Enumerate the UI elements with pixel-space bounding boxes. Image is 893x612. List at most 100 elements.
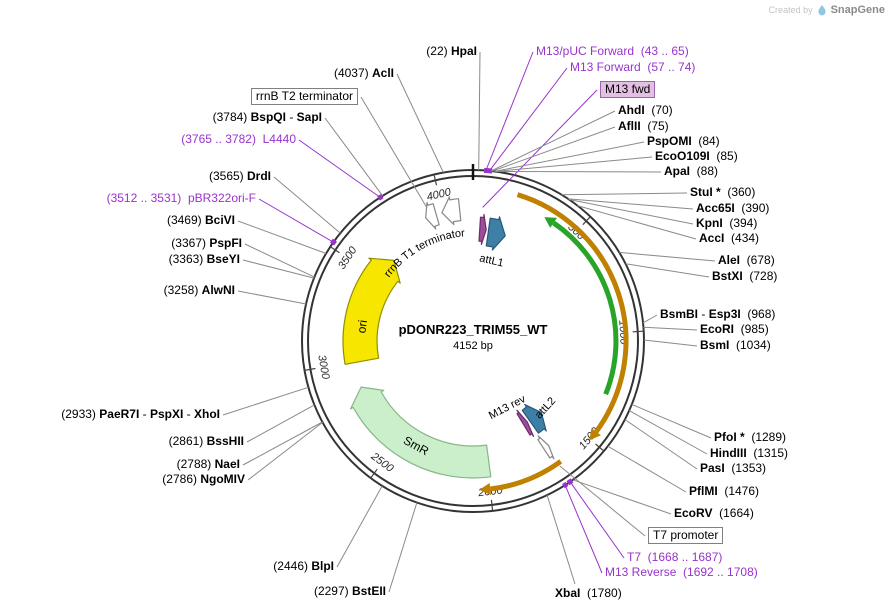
- callout-bsshii[interactable]: (2861) BssHII: [168, 434, 244, 448]
- feature-orf-bottom[interactable]: [490, 459, 563, 492]
- leader-bcivi: [237, 220, 327, 254]
- leader-rrnb-t2-terminator: [360, 96, 428, 208]
- callout-apai[interactable]: ApaI (88): [664, 164, 719, 178]
- leader-acc65i: [568, 198, 694, 210]
- leader-hindiii: [628, 410, 708, 455]
- callout-kpni[interactable]: KpnI (394): [696, 216, 758, 230]
- callout-naei[interactable]: (2788) NaeI: [176, 457, 240, 471]
- leader-bsshii: [246, 404, 315, 443]
- attl1-feature-label[interactable]: attL1: [478, 252, 505, 269]
- feature-M13-fwd-primer[interactable]: [478, 213, 487, 245]
- leader-t7-promoter: [559, 465, 646, 537]
- leader-apai: [495, 171, 662, 173]
- callout-bsmbi-esp3i[interactable]: BsmBI - Esp3I (968): [660, 307, 776, 321]
- callout-bsteii[interactable]: (2297) BstEII: [313, 584, 386, 598]
- callout-pfoi[interactable]: PfoI * (1289): [714, 430, 787, 444]
- leader-stui: [561, 192, 688, 196]
- callout-m13-fwd[interactable]: M13 fwd: [600, 81, 656, 98]
- feature-orf-inner-arrowhead[interactable]: [544, 217, 557, 228]
- callout-t7-promoter[interactable]: T7 promoter: [648, 527, 724, 544]
- region-mark-l4440[interactable]: [377, 193, 384, 201]
- callout-ecoo109i[interactable]: EcoO109I (85): [655, 149, 738, 163]
- callout-stui[interactable]: StuI * (360): [690, 185, 756, 199]
- feature-rrnB-T2-terminator[interactable]: [425, 201, 440, 230]
- callout-t7[interactable]: T7 (1668 .. 1687): [627, 550, 723, 564]
- callout-pspomi[interactable]: PspOMI (84): [647, 134, 720, 148]
- leader-bseyi: [242, 259, 315, 279]
- callout-drdi[interactable]: (3565) DrdI: [208, 169, 271, 183]
- callout-acc65i[interactable]: Acc65I (390): [696, 201, 770, 215]
- leader-aflii: [492, 126, 616, 172]
- rrnb-t1-terminator-feature-label[interactable]: rrnB T1 terminator: [382, 227, 466, 279]
- feature-orf-main[interactable]: [516, 192, 629, 434]
- leader-l4440: [298, 139, 381, 198]
- callout-xbai[interactable]: XbaI (1780): [555, 586, 622, 600]
- leader-ecori: [643, 326, 698, 331]
- callout-m13-forward[interactable]: M13 Forward (57 .. 74): [570, 60, 696, 74]
- callout-bstxi[interactable]: BstXI (728): [712, 269, 778, 283]
- leader-alei: [619, 251, 716, 262]
- tick-500: [582, 216, 591, 226]
- tick-3000: [304, 367, 316, 371]
- leader-ecoo109i: [494, 156, 653, 172]
- callout-blpi[interactable]: (2446) BlpI: [273, 559, 334, 573]
- callout-ngomiv[interactable]: (2786) NgoMIV: [162, 472, 245, 486]
- feature-T7-promoter[interactable]: [537, 435, 555, 460]
- region-mark-m13-fwd-primers[interactable]: [483, 167, 493, 174]
- leader-ahdi: [490, 110, 616, 172]
- callout-pasi[interactable]: PasI (1353): [700, 461, 767, 475]
- callout-alei[interactable]: AleI (678): [718, 253, 775, 267]
- callout-ahdi[interactable]: AhdI (70): [618, 103, 673, 117]
- callout-rrnb-t2-terminator[interactable]: rrnB T2 terminator: [250, 88, 358, 105]
- tick-1500: [595, 443, 605, 452]
- tick-3500: [330, 246, 340, 254]
- callout-bspqi-sapi[interactable]: (3784) BspQI - SapI: [212, 110, 322, 124]
- tick-label-4000: 4000: [426, 186, 453, 203]
- feature-ori[interactable]: [342, 257, 401, 365]
- leader-t7: [569, 481, 625, 559]
- leader-m13-puc-forward: [485, 51, 534, 171]
- region-mark-t7[interactable]: [566, 478, 574, 486]
- callout-m13-reverse[interactable]: M13 Reverse (1692 .. 1708): [605, 565, 758, 579]
- feature-orf-main-arrowhead[interactable]: [589, 428, 601, 441]
- leader-kpni: [568, 199, 694, 225]
- callout-hpai[interactable]: (22) HpaI: [426, 44, 477, 58]
- callout-ecorv[interactable]: EcoRV (1664): [674, 506, 754, 520]
- leader-drdi: [273, 176, 341, 234]
- leader-bsmi: [643, 339, 698, 347]
- feature-SmR[interactable]: [350, 386, 492, 479]
- feature-orf-inner[interactable]: [552, 220, 619, 396]
- ori-feature-label[interactable]: ori: [354, 319, 370, 334]
- callout-l4440[interactable]: (3765 .. 3782) L4440: [181, 132, 296, 146]
- leader-xbai: [546, 494, 576, 585]
- callout-acci[interactable]: AccI (434): [699, 231, 760, 245]
- feature-rrnB-T1-terminator[interactable]: [441, 196, 462, 226]
- callout-pbr322ori-f[interactable]: (3512 .. 3531) pBR322ori-F: [106, 191, 256, 205]
- leader-pasi: [624, 419, 698, 470]
- callout-alwni[interactable]: (3258) AlwNI: [163, 283, 235, 297]
- leader-bstxi: [625, 263, 710, 278]
- callout-bcivi[interactable]: (3469) BciVI: [166, 213, 235, 227]
- callout-bseyi[interactable]: (3363) BseYI: [168, 252, 240, 266]
- callout-pspfi[interactable]: (3367) PspFI: [171, 236, 242, 250]
- attl2-feature-label[interactable]: attL2: [533, 395, 558, 421]
- feature-attL1[interactable]: [485, 216, 506, 251]
- leader-paer7i-pspxi-xhoi: [222, 386, 309, 416]
- callout-aflii[interactable]: AflII (75): [618, 119, 669, 133]
- feature-attL2[interactable]: [521, 404, 547, 434]
- tick-2500: [370, 468, 378, 479]
- feature-M13-rev-primer[interactable]: [516, 409, 535, 437]
- callout-pflmi[interactable]: PflMI (1476): [689, 484, 760, 498]
- callout-m13-puc-forward[interactable]: M13/pUC Forward (43 .. 65): [536, 44, 689, 58]
- callout-ecori[interactable]: EcoRI (985): [700, 322, 769, 336]
- region-mark-m13-reverse[interactable]: [562, 481, 569, 489]
- callout-bsmi[interactable]: BsmI (1034): [700, 338, 771, 352]
- callout-hindiii[interactable]: HindIII (1315): [710, 446, 789, 460]
- callout-acli[interactable]: (4037) AclI: [333, 66, 394, 80]
- region-mark-pbr322ori-f[interactable]: [330, 238, 337, 246]
- callout-paer7i-pspxi-xhoi[interactable]: (2933) PaeR7I - PspXI - XhoI: [61, 407, 220, 421]
- feature-orf-bottom-arrowhead[interactable]: [479, 483, 491, 495]
- plasmid-size: 4152 bp: [453, 340, 493, 352]
